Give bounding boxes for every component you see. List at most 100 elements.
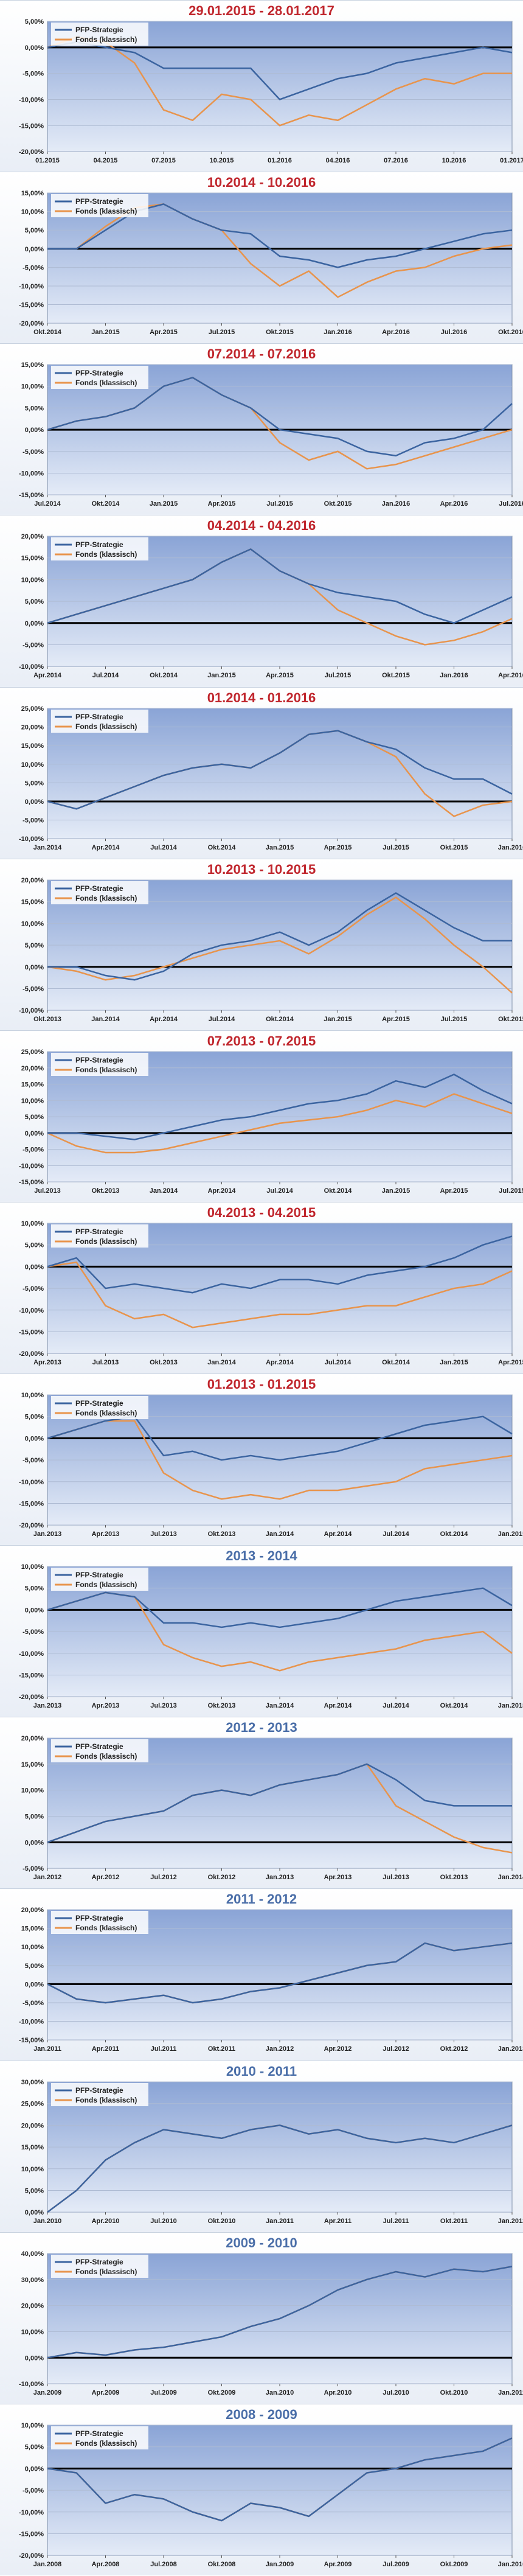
chart-panel: 2011 - 2012 -15,00% -10,00% -5,00% 0,00% 5,00… (0, 1888, 523, 2061)
chart-title: 07.2014 - 07.2016 (207, 346, 316, 362)
y-tick-label: -10,00% (19, 1479, 44, 1486)
x-tick-label: Apr.2014 (150, 1016, 178, 1023)
x-tick-label: Jul.2015 (266, 500, 293, 508)
x-tick-label: Okt.2013 (440, 1874, 468, 1881)
y-tick-label: -5,00% (23, 2487, 44, 2494)
y-tick-label: -5,00% (23, 71, 44, 78)
legend-label: Fonds (klassisch) (75, 2439, 137, 2448)
x-tick-label: Jul.2010 (150, 2218, 176, 2225)
x-tick-label: Apr.2013 (92, 1531, 120, 1538)
y-tick-label: 10,00% (21, 2165, 44, 2173)
y-tick-label: 10,00% (21, 577, 44, 584)
x-tick-label: Okt.2014 (92, 500, 120, 508)
y-tick-label: -10,00% (19, 1307, 44, 1314)
y-tick-label: -10,00% (19, 1007, 44, 1014)
chart-panel: 2012 - 2013 -5,00% 0,00% 5,00% 10,00% 15,00% 2… (0, 1717, 523, 1889)
chart-title: 2008 - 2009 (226, 2406, 297, 2422)
y-tick-label: -10,00% (19, 283, 44, 290)
chart-title: 2011 - 2012 (226, 1891, 297, 1907)
y-tick-label: 20,00% (21, 877, 44, 884)
chart-title: 2013 - 2014 (226, 1548, 297, 1564)
x-tick-label: Jan.2009 (33, 2389, 61, 2396)
x-tick-label: Apr.2015 (208, 500, 236, 508)
x-tick-label: Apr.2014 (324, 1531, 353, 1538)
legend-box (51, 2254, 148, 2278)
legend-label: Fonds (klassisch) (75, 1237, 137, 1246)
series-line-strategy (47, 1763, 512, 1843)
chart-svg: -20,00% -15,00% -10,00% -5,00% 0,00% 5,00% 10,… (19, 1563, 523, 1709)
legend-label: Fonds (klassisch) (75, 1409, 137, 1417)
x-tick-label: 10.2016 (442, 157, 466, 164)
y-tick-label: 25,00% (21, 1049, 44, 1056)
y-tick-label: -5,00% (23, 264, 44, 271)
y-tick-label: 5,00% (25, 1963, 44, 1970)
chart-svg: -10,00% -5,00% 0,00% 5,00% 10,00% 15,00% 20,00… (19, 877, 523, 1023)
chart-title: 01.2014 - 01.2016 (207, 689, 316, 705)
x-tick-label: Apr.2012 (92, 1874, 120, 1881)
x-tick-label: Apr.2009 (92, 2389, 120, 2396)
x-tick-label: Okt.2015 (382, 672, 410, 680)
x-tick-label: Jan.2012 (498, 2218, 523, 2225)
y-tick-label: -15,00% (19, 1501, 44, 1508)
x-tick-label: Apr.2016 (440, 500, 468, 508)
x-tick-label: Apr.2015 (324, 844, 352, 851)
y-tick-label: 25,00% (21, 2100, 44, 2107)
legend-label: Fonds (klassisch) (75, 207, 137, 215)
y-tick-label: 10,00% (21, 209, 44, 216)
y-tick-label: 15,00% (21, 1081, 44, 1088)
x-tick-label: Okt.2013 (150, 1359, 178, 1366)
chart-svg: -20,00% -15,00% -10,00% -5,00% 0,00% 5,00% 10,… (19, 190, 523, 336)
legend-label: Fonds (klassisch) (75, 2096, 137, 2104)
x-tick-label: Apr.2013 (33, 1359, 61, 1366)
y-tick-label: 10,00% (21, 1563, 44, 1571)
x-tick-label: Jan.2016 (440, 672, 468, 680)
x-tick-label: Jan.2011 (498, 2389, 523, 2396)
x-tick-label: 04.2016 (326, 157, 350, 164)
x-tick-label: Okt.2011 (440, 2218, 468, 2225)
series-line-fund (47, 1261, 513, 1328)
x-tick-label: Jul.2014 (34, 500, 61, 508)
chart-svg: -20,00% -15,00% -10,00% -5,00% 0,00% 5,00% 10,… (19, 1220, 523, 1366)
y-tick-label: -5,00% (23, 449, 44, 456)
chart-svg: -15,00% -10,00% -5,00% 0,00% 5,00% 10,00% 15,0… (19, 1049, 523, 1195)
legend-box (51, 1052, 148, 1076)
x-tick-label: Okt.2015 (266, 329, 294, 336)
x-tick-label: Okt.2014 (440, 1531, 469, 1538)
series-line-fund (47, 1420, 513, 1500)
x-tick-label: Jul.2010 (383, 2389, 409, 2396)
x-tick-label: Jan.2010 (498, 2561, 523, 2568)
y-tick-label: 10,00% (21, 2328, 44, 2336)
x-tick-label: Okt.2014 (440, 1702, 469, 1709)
legend-label: Fonds (klassisch) (75, 2267, 137, 2276)
series-line-strategy (47, 41, 513, 100)
y-tick-label: 30,00% (21, 2277, 44, 2284)
y-tick-label: 20,00% (21, 1065, 44, 1072)
chart-title: 01.2013 - 01.2015 (207, 1377, 316, 1392)
series-line-strategy (47, 203, 513, 268)
series-line-fund (47, 896, 513, 994)
legend-label: PFP-Strategie (75, 1227, 123, 1236)
x-tick-label: Jul.2008 (150, 2561, 176, 2568)
y-tick-label: -10,00% (19, 2509, 44, 2516)
y-tick-label: 0,00% (25, 2465, 44, 2473)
x-tick-label: Jan.2012 (266, 2046, 294, 2053)
x-tick-label: Okt.2013 (208, 1702, 236, 1709)
x-tick-label: Jul.2015 (325, 672, 351, 680)
x-tick-label: Jan.2016 (498, 844, 523, 851)
y-tick-label: 15,00% (21, 555, 44, 562)
x-tick-label: 01.2016 (268, 157, 292, 164)
y-tick-label: 40,00% (21, 2250, 44, 2258)
x-tick-label: Apr.2013 (92, 1702, 120, 1709)
x-tick-label: Apr.2015 (150, 329, 178, 336)
series-line-fund (47, 1093, 513, 1154)
x-tick-label: Jan.2011 (266, 2218, 294, 2225)
series-line-strategy (47, 1587, 513, 1628)
legend-label: PFP-Strategie (75, 1571, 123, 1579)
y-tick-label: 0,00% (25, 2354, 44, 2362)
x-tick-label: Jul.2015 (209, 329, 235, 336)
y-tick-label: -10,00% (19, 2019, 44, 2026)
legend-label: PFP-Strategie (75, 540, 123, 549)
y-tick-label: 15,00% (21, 898, 44, 906)
chart-title: 10.2014 - 10.2016 (207, 175, 316, 190)
y-tick-label: 5,00% (25, 1585, 44, 1593)
